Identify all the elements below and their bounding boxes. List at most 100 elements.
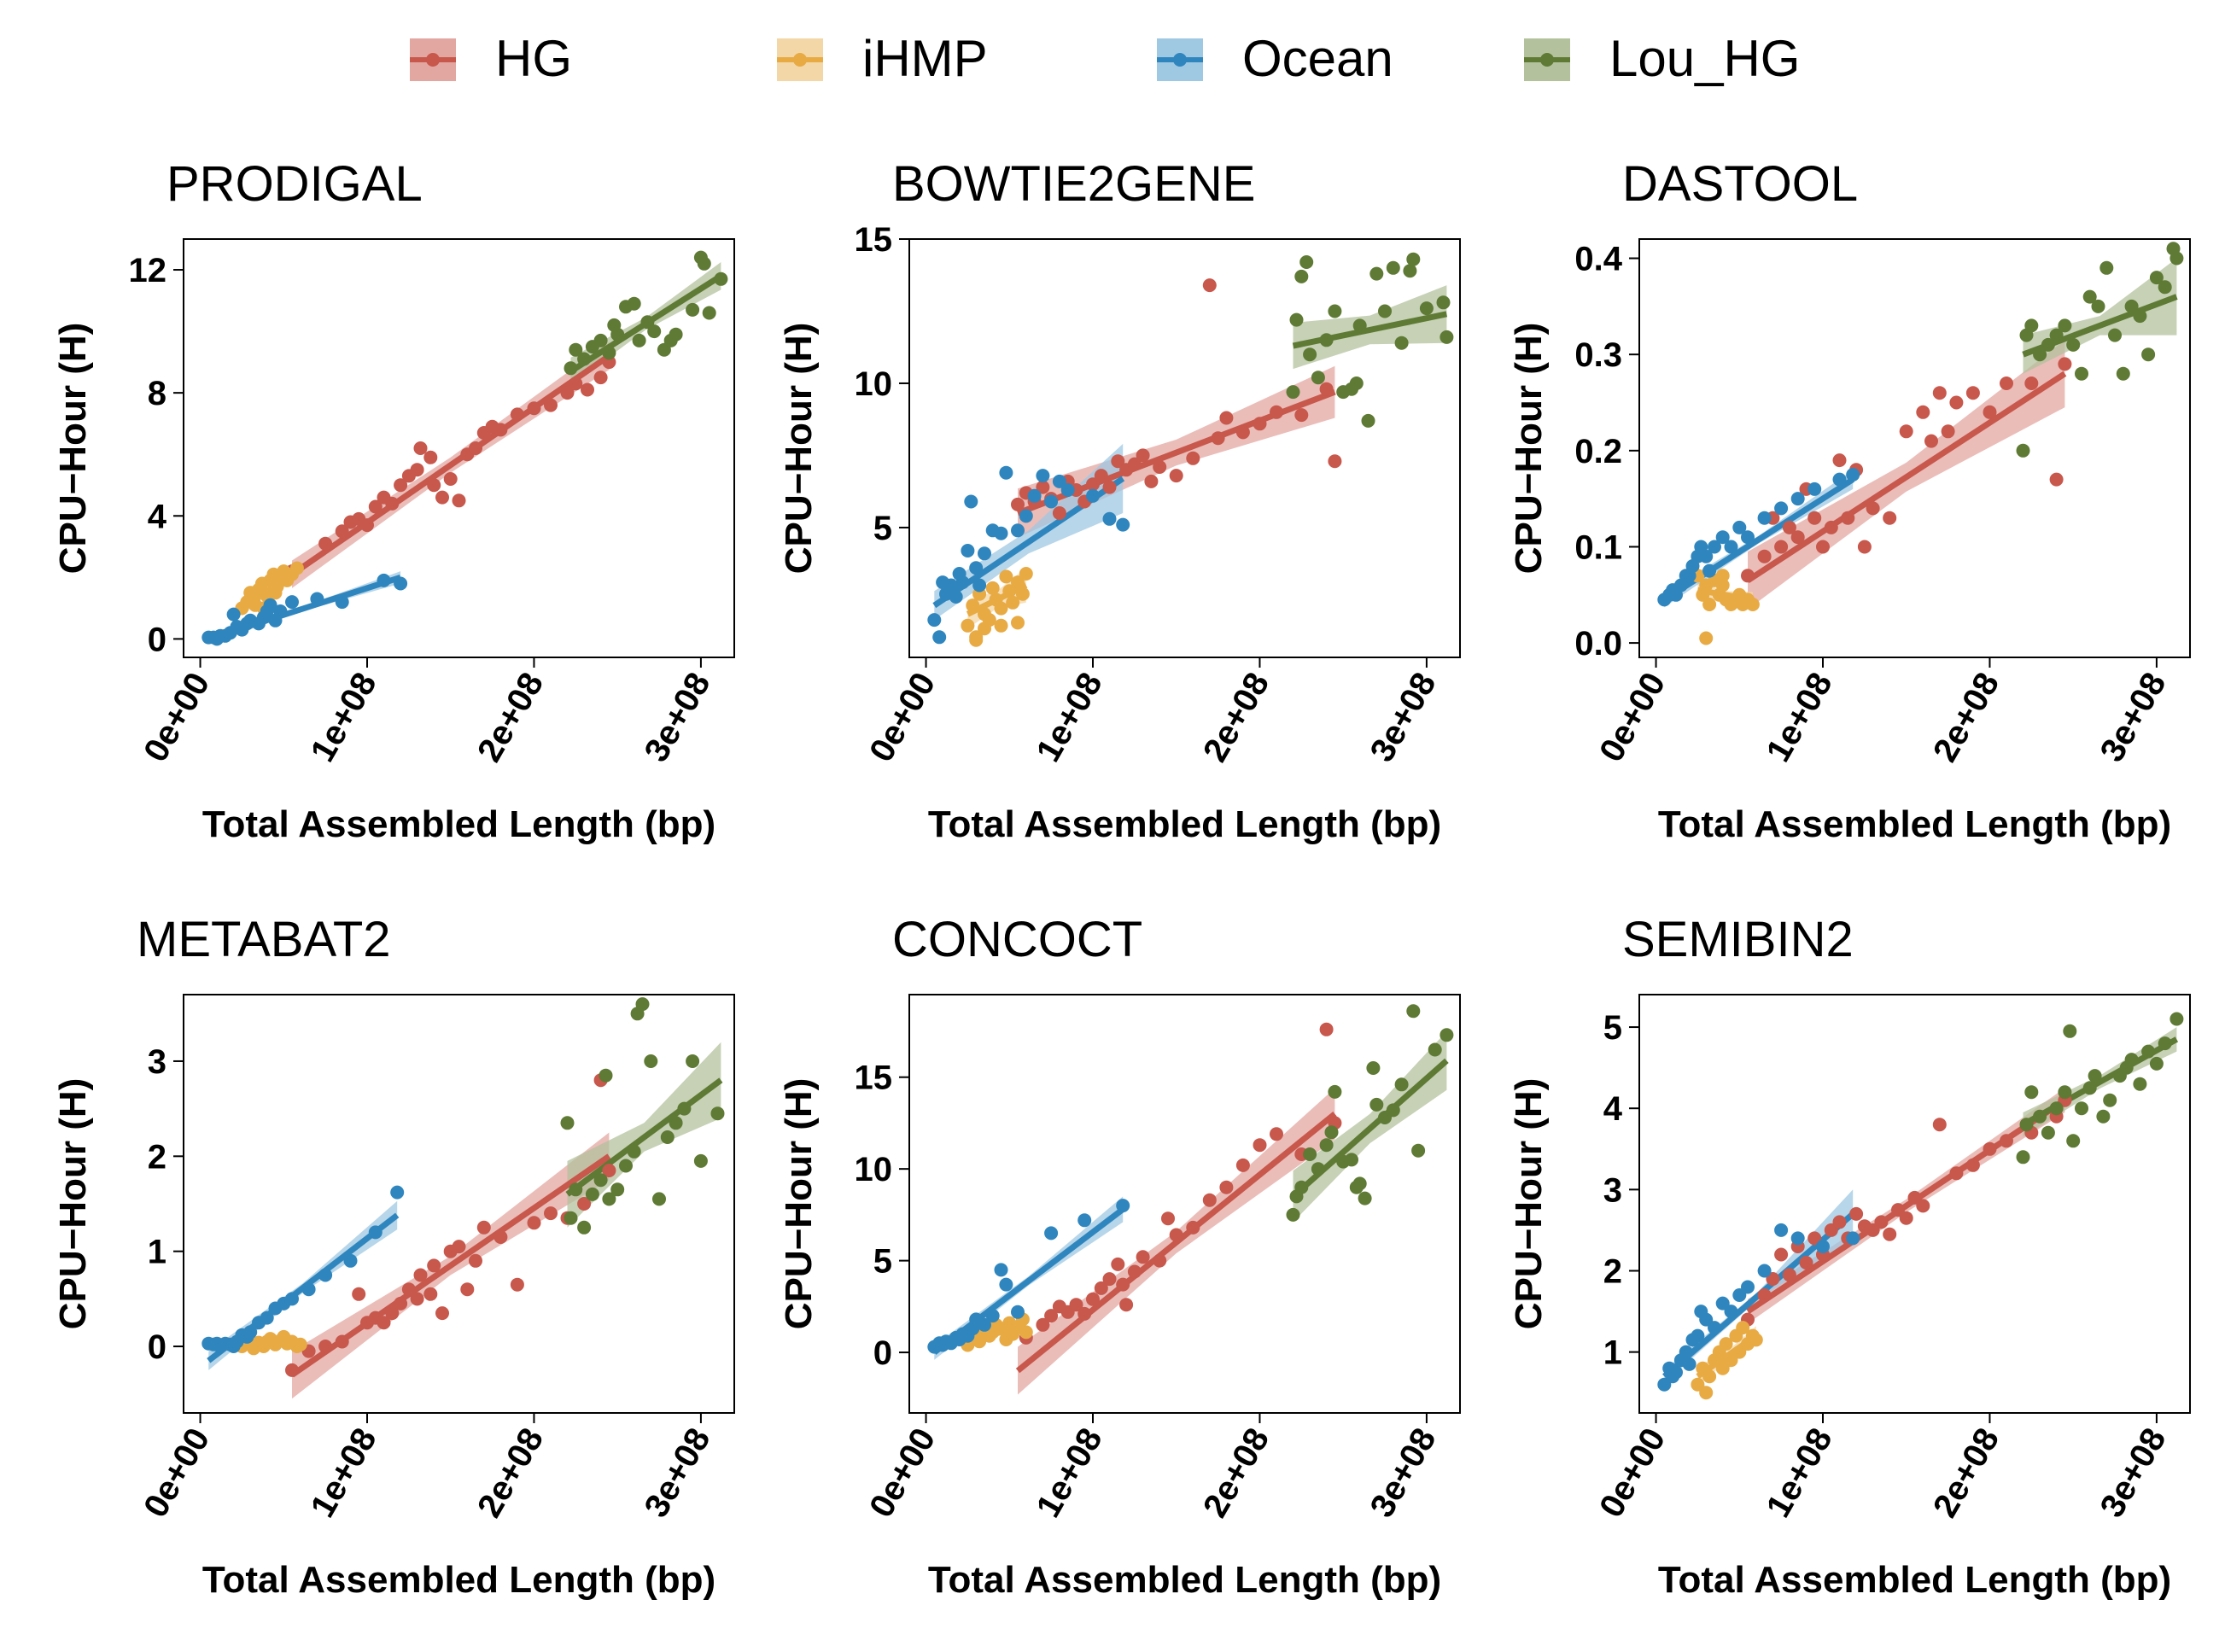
data-point-lou-hg xyxy=(1428,1042,1442,1057)
data-point-lou-hg xyxy=(1286,385,1300,400)
data-point-hg xyxy=(385,1306,400,1321)
data-point-ocean xyxy=(1708,1321,1721,1335)
data-point-hg xyxy=(460,1282,475,1297)
data-point-lou-hg xyxy=(2058,1085,2072,1100)
data-point-hg xyxy=(469,441,482,455)
data-point-lou-hg xyxy=(2124,299,2139,313)
data-point-hg xyxy=(413,441,428,455)
plot-frame xyxy=(908,994,1461,1414)
data-point-hg xyxy=(1169,469,1183,483)
data-point-hg xyxy=(1328,454,1342,469)
data-point-ihmp xyxy=(1011,575,1025,590)
data-point-lou-hg xyxy=(2149,1056,2164,1071)
data-point-lou-hg xyxy=(1386,260,1400,275)
data-point-hg xyxy=(1965,1158,1980,1172)
data-point-lou-hg xyxy=(2116,366,2130,381)
data-point-hg xyxy=(1319,382,1334,396)
data-point-ocean xyxy=(1044,494,1059,509)
data-point-hg xyxy=(1136,1250,1150,1264)
data-point-ihmp xyxy=(985,581,1000,595)
data-point-hg xyxy=(1782,520,1796,534)
data-point-hg xyxy=(544,398,558,412)
data-point-hg xyxy=(1883,511,1897,525)
data-point-hg xyxy=(394,478,408,493)
data-point-hg xyxy=(1202,1193,1217,1207)
data-point-ocean xyxy=(1691,1328,1705,1343)
data-point-ocean xyxy=(394,576,408,591)
data-point-ocean xyxy=(927,613,942,628)
x-tick-label: 0e+00 xyxy=(137,1422,217,1524)
data-point-ihmp xyxy=(1019,1325,1033,1340)
y-tick-label: 15 xyxy=(855,1059,893,1097)
data-point-ihmp xyxy=(1699,1386,1714,1400)
data-point-lou-hg xyxy=(2091,299,2105,313)
data-point-hg xyxy=(352,1287,366,1301)
data-point-hg xyxy=(1011,497,1025,511)
data-point-hg xyxy=(1127,1264,1142,1279)
data-point-ocean xyxy=(1715,530,1730,545)
data-point-ihmp xyxy=(994,601,1008,616)
data-point-lou-hg xyxy=(585,1187,599,1201)
data-point-hg xyxy=(410,463,424,477)
data-point-hg xyxy=(581,382,594,397)
data-point-lou-hg xyxy=(1294,1180,1309,1194)
data-point-lou-hg xyxy=(1294,269,1309,283)
x-tick-label: 2e+08 xyxy=(1926,667,2006,768)
data-point-hg xyxy=(577,1197,592,1211)
data-point-hg xyxy=(443,472,458,486)
data-point-ocean xyxy=(243,1325,258,1340)
data-point-ihmp xyxy=(1006,595,1020,610)
data-point-ihmp xyxy=(1011,616,1025,630)
y-tick-label: 2 xyxy=(148,1138,166,1176)
data-point-ocean xyxy=(994,526,1008,540)
data-point-hg xyxy=(1069,1298,1083,1312)
data-point-hg xyxy=(285,1363,299,1377)
y-tick-label: 3 xyxy=(148,1043,166,1081)
y-tick-label: 0.0 xyxy=(1574,625,1622,663)
data-point-ihmp xyxy=(1019,567,1033,581)
chart-svg: DASTOOL 0.0 0.1 0.2 0.3 0.4 0e+00 1e+08 2e+08 3e+… xyxy=(1508,156,2191,845)
y-tick-label: 0 xyxy=(148,1328,166,1366)
x-axis-title: Total Assembled Length (bp) xyxy=(1658,803,2171,845)
data-point-ocean xyxy=(273,604,288,618)
data-point-lou-hg xyxy=(569,342,583,357)
data-point-hg xyxy=(1757,549,1772,563)
panel-metabat2: METABAT2 0 1 2 3 0e+00 1e+08 2e+08 3e+08 Total As… xyxy=(34,901,760,1652)
x-tick-label: 0e+00 xyxy=(137,667,217,768)
data-point-lou-hg xyxy=(2108,328,2122,342)
data-point-lou-hg xyxy=(1303,347,1317,362)
data-point-ocean xyxy=(343,1253,358,1268)
data-point-lou-hg xyxy=(686,1054,700,1068)
data-point-hg xyxy=(394,1296,408,1311)
data-point-hg xyxy=(335,1334,349,1349)
data-point-hg xyxy=(427,478,441,493)
data-point-ocean xyxy=(1019,509,1033,523)
legend-key-icon xyxy=(1157,38,1203,81)
data-point-hg xyxy=(1186,451,1200,465)
data-point-ihmp xyxy=(1719,1337,1733,1351)
x-tick-label: 3e+08 xyxy=(1363,1422,1443,1524)
data-point-lou-hg xyxy=(627,296,641,311)
x-tick-label: 1e+08 xyxy=(304,1422,384,1524)
data-point-lou-hg xyxy=(2058,318,2072,333)
x-tick-label: 3e+08 xyxy=(637,667,717,768)
data-point-hg xyxy=(1983,405,1997,419)
data-point-hg xyxy=(1102,480,1117,494)
fit-line-hg xyxy=(1746,371,2067,583)
x-tick-label: 3e+08 xyxy=(2093,667,2173,768)
data-point-lou-hg xyxy=(1378,304,1392,318)
data-point-lou-hg xyxy=(2170,251,2184,266)
data-point-hg xyxy=(1807,1231,1822,1246)
data-point-hg xyxy=(2058,357,2072,371)
data-point-lou-hg xyxy=(660,1130,675,1144)
data-point-hg xyxy=(1866,501,1880,516)
y-axis-title: CPU−Hour (H) xyxy=(1508,323,1550,575)
data-point-hg xyxy=(1052,506,1066,520)
data-point-hg xyxy=(410,1292,424,1306)
x-axis-title: Total Assembled Length (bp) xyxy=(928,1559,1441,1601)
data-point-ocean xyxy=(285,1292,299,1306)
data-point-hg xyxy=(452,493,466,508)
data-point-lou-hg xyxy=(1386,1103,1400,1118)
data-point-lou-hg xyxy=(677,1101,692,1116)
data-point-hg xyxy=(1841,511,1855,525)
